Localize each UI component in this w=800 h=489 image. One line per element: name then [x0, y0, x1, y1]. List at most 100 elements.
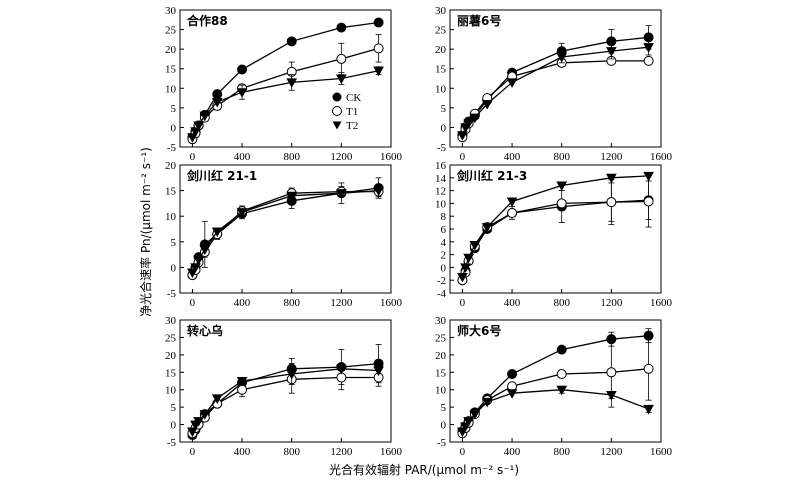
panel-frame: [179, 319, 392, 443]
y-tick-label: 0: [441, 122, 447, 134]
point-t1: [606, 367, 617, 378]
x-tick-label: 0: [190, 446, 196, 458]
y-tick-label: 30: [435, 315, 447, 327]
y-tick-label: 25: [435, 332, 447, 344]
x-tick-label: 400: [504, 446, 521, 458]
y-tick-label: 10: [435, 83, 447, 95]
y-tick-label: 30: [165, 315, 177, 327]
point-t1: [507, 208, 518, 218]
y-tick-label: 5: [171, 402, 177, 414]
y-tick-label: 20: [165, 350, 177, 362]
point-t2: [643, 171, 654, 182]
x-tick-label: 400: [504, 297, 521, 309]
panel-frame: [179, 9, 392, 148]
y-tick-label: 10: [435, 385, 447, 397]
point-t2: [335, 74, 347, 85]
point-t2: [506, 197, 518, 207]
point-t1: [336, 53, 347, 64]
fit-curve-t1: [461, 200, 649, 281]
point-t2: [187, 133, 198, 143]
point-t1: [373, 43, 384, 54]
y-tick-label: 10: [165, 83, 177, 95]
point-t2: [211, 227, 223, 238]
point-t2: [643, 404, 654, 415]
panel-title: 转心乌: [187, 323, 223, 338]
x-tick-label: 0: [190, 151, 196, 163]
legend-label: T1: [346, 106, 358, 118]
panel-title: 师大6号: [457, 323, 501, 338]
y-tick-label: 5: [441, 402, 447, 414]
y-tick-label: -5: [437, 437, 447, 449]
x-tick-label: 400: [234, 151, 251, 163]
panel-2: -5 0 5 10 15 20 25 30 0 400 800 1200 1600 丽薯6号: [435, 5, 673, 163]
y-axis-label: 净光合速率 Pn/(μmol m⁻² s⁻¹): [138, 147, 153, 317]
point-t2: [286, 370, 298, 380]
x-tick-label: 800: [553, 446, 570, 458]
legend-marker-t2: [332, 121, 342, 130]
x-tick-label: 1600: [650, 297, 673, 309]
y-tick-label: 6: [441, 224, 447, 236]
point-t2: [481, 99, 493, 110]
point-t1: [336, 372, 347, 383]
point-t2: [190, 263, 201, 273]
point-t2: [373, 66, 384, 77]
fit-curve-ck: [461, 199, 649, 281]
legend-label: T2: [346, 120, 358, 132]
y-tick-label: -4: [437, 288, 447, 300]
y-tick-label: 25: [435, 25, 447, 37]
point-t1: [643, 55, 654, 66]
point-t2: [481, 397, 493, 408]
point-t2: [605, 173, 617, 184]
x-tick-label: 1200: [600, 297, 623, 309]
x-tick-label: 1200: [330, 446, 353, 458]
x-tick-label: 1600: [650, 446, 673, 458]
x-tick-label: 800: [283, 297, 300, 309]
x-tick-label: 1600: [650, 151, 673, 163]
y-tick-label: 0: [441, 262, 447, 274]
y-tick-label: 16: [435, 160, 447, 172]
point-t2: [469, 410, 481, 420]
y-tick-label: 0: [171, 262, 177, 274]
fit-curve-ck: [461, 335, 649, 432]
y-tick-label: 0: [441, 420, 447, 432]
panel-frame: [449, 9, 662, 148]
panel-frame: [179, 164, 392, 294]
panel-title: 剑川红 21-3: [456, 168, 527, 183]
point-t2: [469, 241, 481, 251]
y-tick-label: 5: [441, 103, 447, 115]
point-ck: [237, 64, 248, 75]
point-t2: [506, 389, 518, 399]
y-tick-label: -5: [437, 142, 447, 154]
panel-3: -5 0 5 10 15 20 0 400 800 1200 1600 剑川红 21-1: [165, 160, 403, 309]
x-axis-label: 光合有效辐射 PAR/(μmol m⁻² s⁻¹): [329, 462, 519, 477]
point-t2: [373, 186, 384, 197]
point-ck: [212, 89, 223, 100]
y-tick-label: 20: [165, 160, 177, 172]
legend: CK T1 T2: [332, 92, 361, 132]
point-ck: [373, 17, 384, 28]
panel-title: 合作88: [187, 13, 228, 28]
y-tick-label: 8: [441, 211, 447, 223]
legend-marker-ck: [332, 92, 342, 102]
point-t2: [556, 52, 568, 63]
x-tick-label: 1200: [600, 446, 623, 458]
point-t2: [506, 78, 518, 88]
point-t1: [643, 196, 654, 207]
x-tick-label: 800: [553, 297, 570, 309]
point-t2: [605, 47, 617, 57]
x-tick-label: 1600: [380, 446, 403, 458]
point-ck: [556, 344, 567, 355]
x-tick-label: 400: [234, 446, 251, 458]
panel-frame: [449, 319, 662, 443]
y-tick-label: 30: [435, 5, 447, 17]
point-t2: [286, 78, 298, 88]
panel-6: -5 0 5 10 15 20 25 30 0 400 800 1200 1600 师大6号: [435, 315, 673, 458]
x-tick-label: 1200: [330, 297, 353, 309]
y-tick-label: -5: [167, 437, 177, 449]
point-t2: [236, 208, 248, 218]
y-tick-label: 12: [435, 186, 446, 198]
y-tick-label: 15: [165, 64, 177, 76]
